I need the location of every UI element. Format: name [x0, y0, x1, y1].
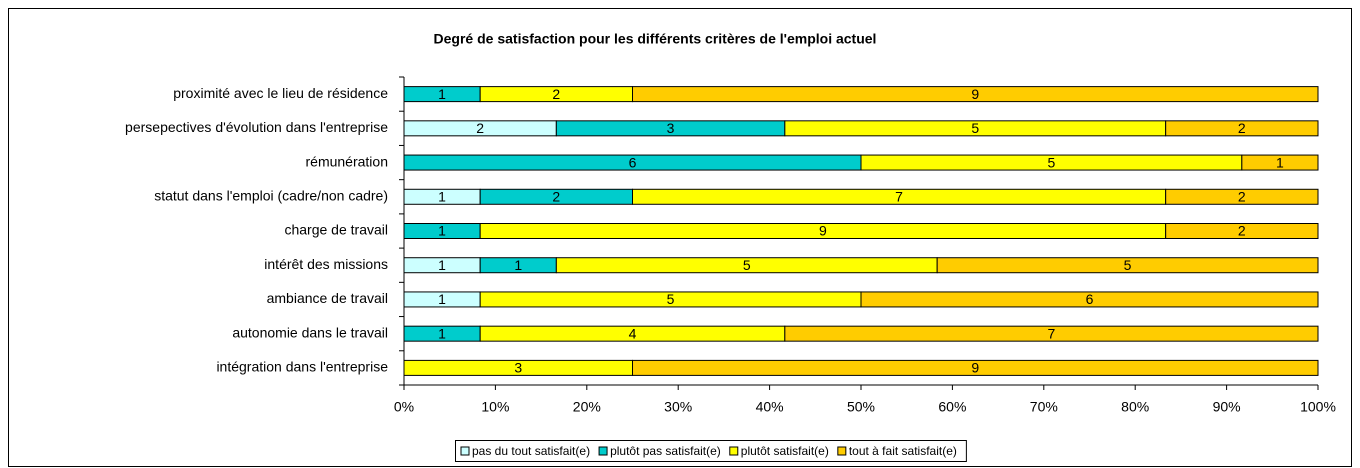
data-label: 7 [1048, 325, 1056, 341]
legend-swatch [729, 446, 739, 456]
data-label: 1 [438, 291, 446, 307]
bar-segment [784, 325, 1319, 342]
data-label: 2 [1238, 188, 1246, 204]
bar-segment [860, 291, 1319, 308]
x-tick-label: 40% [756, 399, 784, 415]
x-tick-label: 10% [481, 399, 509, 415]
x-tick-label: 70% [1030, 399, 1058, 415]
bar-segment [1165, 223, 1319, 239]
y-tick-label: intérêt des missions [264, 256, 388, 272]
y-tick-label: proximité avec le lieu de résidence [173, 85, 388, 101]
data-label: 9 [971, 86, 979, 102]
bar-segment [936, 257, 1319, 274]
bar-segment [632, 359, 1319, 376]
data-label: 3 [667, 120, 675, 136]
x-tick-label: 80% [1121, 399, 1149, 415]
bar-segment [1165, 120, 1319, 137]
bar-segment [632, 86, 1319, 103]
bar-segment [1241, 154, 1319, 171]
data-label: 5 [1124, 257, 1132, 273]
data-label: 7 [895, 188, 903, 204]
legend-swatch [598, 446, 608, 456]
data-label: 2 [1238, 223, 1246, 239]
chart-title: Degré de satisfaction pour les différent… [434, 31, 877, 47]
y-tick-label: autonomie dans le travail [232, 324, 388, 340]
x-tick-label: 100% [1300, 399, 1336, 415]
y-tick-label: ambiance de travail [267, 290, 388, 306]
legend-swatch [460, 446, 470, 456]
data-label: 1 [438, 325, 446, 341]
y-tick-label: intégration dans l'entreprise [216, 359, 388, 375]
data-label: 5 [743, 257, 751, 273]
data-label: 5 [667, 291, 675, 307]
data-label: 2 [476, 120, 484, 136]
y-tick-label: charge de travail [284, 222, 388, 238]
legend-box [455, 440, 967, 462]
data-label: 1 [1276, 154, 1284, 170]
data-label: 1 [438, 223, 446, 239]
x-tick-label: 60% [938, 399, 966, 415]
bar-segment [1165, 188, 1319, 205]
data-label: 5 [971, 120, 979, 136]
data-label: 2 [552, 188, 560, 204]
data-label: 9 [971, 360, 979, 376]
x-tick-label: 20% [573, 399, 601, 415]
legend-label: tout à fait satisfait(e) [849, 444, 957, 458]
x-tick-label: 90% [1213, 399, 1241, 415]
y-tick-label: statut dans l'emploi (cadre/non cadre) [154, 187, 388, 203]
data-label: 1 [514, 257, 522, 273]
data-label: 2 [1238, 120, 1246, 136]
data-label: 6 [629, 154, 637, 170]
legend-swatch [837, 446, 847, 456]
x-tick-label: 30% [664, 399, 692, 415]
legend-label: pas du tout satisfait(e) [472, 444, 590, 458]
data-label: 1 [438, 86, 446, 102]
data-label: 1 [438, 188, 446, 204]
y-tick-label: rémunération [306, 153, 389, 169]
data-label: 4 [629, 325, 637, 341]
legend-label: plutôt satisfait(e) [741, 444, 829, 458]
data-label: 1 [438, 257, 446, 273]
x-tick-label: 50% [847, 399, 875, 415]
y-tick-label: persepectives d'évolution dans l'entrepr… [125, 119, 388, 135]
data-label: 9 [819, 223, 827, 239]
data-label: 6 [1086, 291, 1094, 307]
data-label: 5 [1048, 154, 1056, 170]
legend-label: plutôt pas satisfait(e) [610, 444, 721, 458]
data-label: 2 [552, 86, 560, 102]
data-label: 3 [514, 360, 522, 376]
x-tick-label: 0% [394, 399, 414, 415]
